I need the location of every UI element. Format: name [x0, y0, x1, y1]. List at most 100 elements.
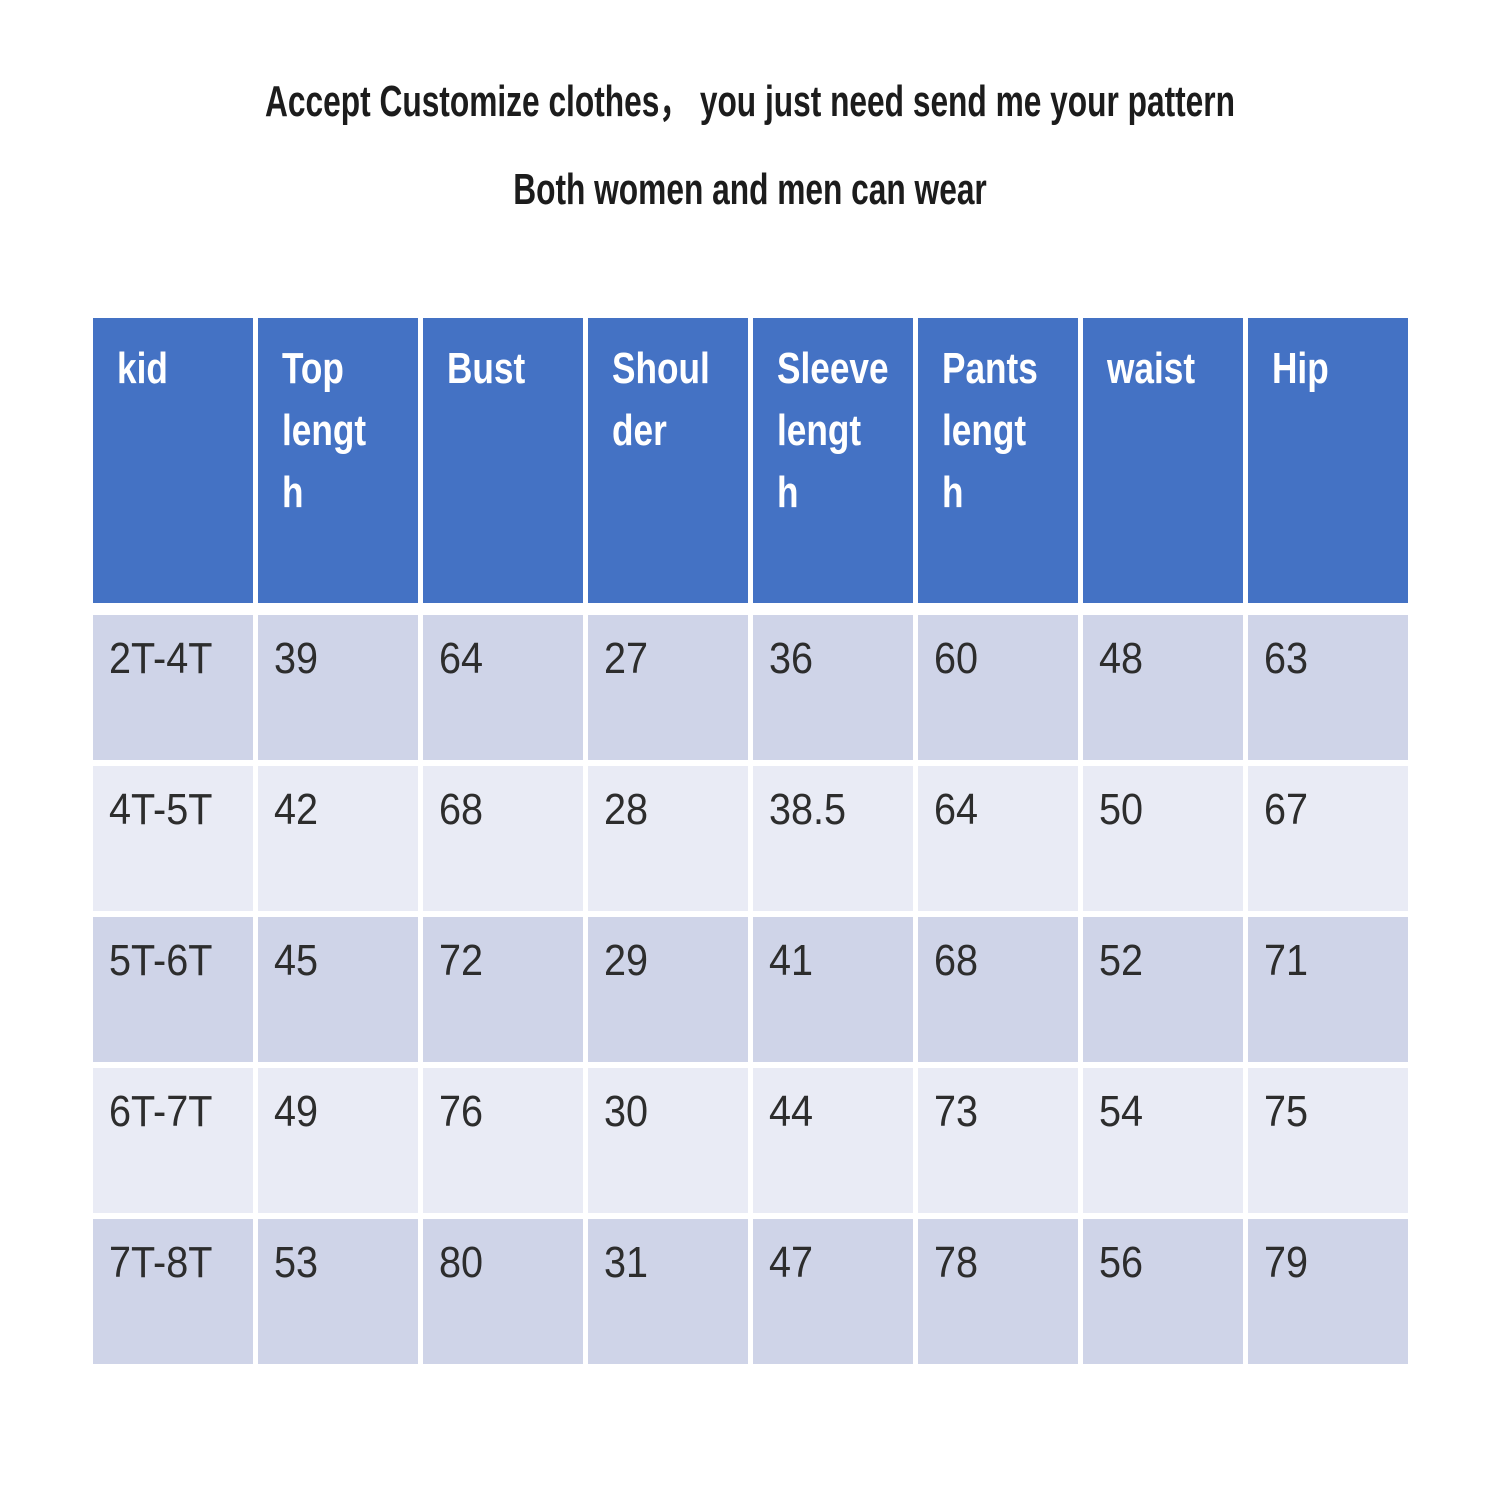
cell-value: 31 [604, 1238, 649, 1287]
header-label: Shoul der [612, 344, 710, 455]
table-cell: 73 [918, 1068, 1078, 1213]
cell-value: 76 [439, 1087, 484, 1136]
table-cell: 52 [1083, 917, 1243, 1062]
size-label: 2T-4T [109, 634, 213, 683]
header-cell-kid: kid [93, 318, 253, 603]
size-label: 4T-5T [109, 785, 213, 834]
cell-value: 45 [274, 936, 319, 985]
cell-value: 50 [1099, 785, 1144, 834]
header-cell-waist: waist [1083, 318, 1243, 603]
table-cell: 39 [258, 615, 418, 760]
cell-value: 54 [1099, 1087, 1144, 1136]
cell-value: 64 [439, 634, 484, 683]
cell-value: 53 [274, 1238, 319, 1287]
cell-value: 75 [1264, 1087, 1309, 1136]
cell-value: 44 [769, 1087, 814, 1136]
table-cell: 53 [258, 1219, 418, 1364]
cell-value: 80 [439, 1238, 484, 1287]
table-cell: 36 [753, 615, 913, 760]
table-cell: 7T-8T [93, 1219, 253, 1364]
table-cell: 64 [423, 615, 583, 760]
size-label: 7T-8T [109, 1238, 213, 1287]
cell-value: 68 [439, 785, 484, 834]
cell-value: 41 [769, 936, 814, 985]
table-cell: 68 [918, 917, 1078, 1062]
header-label: waist [1107, 344, 1196, 393]
header-cell-top-length: Top lengt h [258, 318, 418, 603]
table-cell: 48 [1083, 615, 1243, 760]
header-label: Hip [1272, 344, 1329, 393]
table-cell: 75 [1248, 1068, 1408, 1213]
table-cell: 72 [423, 917, 583, 1062]
header-label: Bust [447, 344, 526, 393]
table-cell: 6T-7T [93, 1068, 253, 1213]
table-cell: 63 [1248, 615, 1408, 760]
header-label: Top lengt h [282, 344, 367, 517]
cell-value: 63 [1264, 634, 1309, 683]
cell-value: 29 [604, 936, 649, 985]
table-cell: 56 [1083, 1219, 1243, 1364]
header-cell-pants-length: Pants lengt h [918, 318, 1078, 603]
header-label: Pants lengt h [942, 344, 1038, 517]
page-title: Accept Customize clothes， you just need … [0, 58, 1500, 234]
cell-value: 48 [1099, 634, 1144, 683]
table-cell: 71 [1248, 917, 1408, 1062]
table-cell: 67 [1248, 766, 1408, 911]
table-cell: 76 [423, 1068, 583, 1213]
size-label: 6T-7T [109, 1087, 213, 1136]
table-cell: 79 [1248, 1219, 1408, 1364]
table-cell: 50 [1083, 766, 1243, 911]
table-cell: 29 [588, 917, 748, 1062]
cell-value: 68 [934, 936, 979, 985]
cell-value: 28 [604, 785, 649, 834]
table-cell: 47 [753, 1219, 913, 1364]
table-cell: 44 [753, 1068, 913, 1213]
table-cell: 42 [258, 766, 418, 911]
table-cell: 60 [918, 615, 1078, 760]
cell-value: 36 [769, 634, 814, 683]
cell-value: 49 [274, 1087, 319, 1136]
cell-value: 42 [274, 785, 319, 834]
table-cell: 38.5 [753, 766, 913, 911]
cell-value: 67 [1264, 785, 1309, 834]
table-cell: 80 [423, 1219, 583, 1364]
size-chart-table: kid Top lengt h Bust Shoul der Sleeve le… [93, 318, 1408, 1364]
cell-value: 78 [934, 1238, 979, 1287]
cell-value: 47 [769, 1238, 814, 1287]
title-line-2: Both women and men can wear [513, 165, 987, 214]
table-cell: 68 [423, 766, 583, 911]
header-cell-hip: Hip [1248, 318, 1408, 603]
table-cell: 64 [918, 766, 1078, 911]
table-cell: 45 [258, 917, 418, 1062]
title-line-1: Accept Customize clothes， you just need … [265, 77, 1235, 126]
cell-value: 27 [604, 634, 649, 683]
header-label: Sleeve lengt h [777, 344, 889, 517]
table-cell: 4T-5T [93, 766, 253, 911]
table-cell: 54 [1083, 1068, 1243, 1213]
table-cell: 5T-6T [93, 917, 253, 1062]
table-cell: 27 [588, 615, 748, 760]
header-cell-bust: Bust [423, 318, 583, 603]
cell-value: 38.5 [769, 785, 847, 834]
size-label: 5T-6T [109, 936, 213, 985]
table-cell: 78 [918, 1219, 1078, 1364]
cell-value: 71 [1264, 936, 1309, 985]
header-cell-sleeve-length: Sleeve lengt h [753, 318, 913, 603]
cell-value: 39 [274, 634, 319, 683]
table-cell: 49 [258, 1068, 418, 1213]
cell-value: 64 [934, 785, 979, 834]
cell-value: 73 [934, 1087, 979, 1136]
table-cell: 28 [588, 766, 748, 911]
cell-value: 30 [604, 1087, 649, 1136]
cell-value: 56 [1099, 1238, 1144, 1287]
cell-value: 72 [439, 936, 484, 985]
header-label: kid [117, 344, 168, 393]
table-cell: 2T-4T [93, 615, 253, 760]
table-cell: 31 [588, 1219, 748, 1364]
cell-value: 60 [934, 634, 979, 683]
table-cell: 30 [588, 1068, 748, 1213]
cell-value: 79 [1264, 1238, 1309, 1287]
table-cell: 41 [753, 917, 913, 1062]
header-cell-shoulder: Shoul der [588, 318, 748, 603]
